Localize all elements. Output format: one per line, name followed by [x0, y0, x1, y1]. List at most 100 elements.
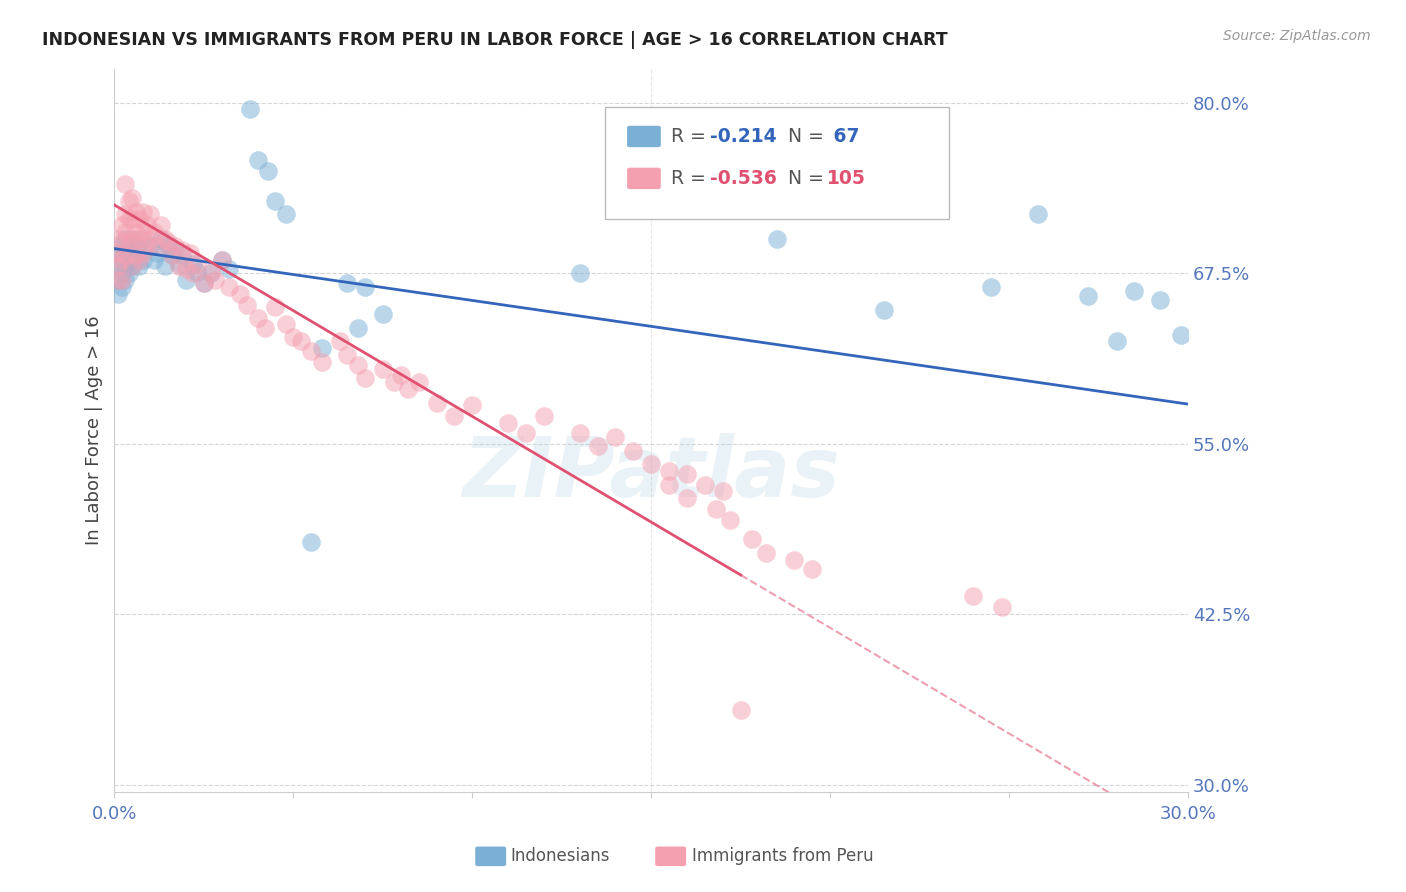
Point — [114, 273, 136, 287]
Point — [142, 225, 165, 239]
Point — [172, 248, 194, 262]
Point — [149, 219, 172, 233]
Point — [160, 248, 183, 262]
Point — [121, 211, 143, 226]
Point — [110, 239, 132, 253]
Point — [114, 232, 136, 246]
Point — [568, 425, 591, 440]
Text: ZIPatlas: ZIPatlas — [463, 433, 841, 514]
Point — [135, 219, 157, 233]
Point — [276, 317, 298, 331]
Point — [346, 358, 368, 372]
Point — [114, 245, 136, 260]
Point — [114, 260, 136, 274]
Point — [132, 225, 155, 239]
Point — [246, 311, 269, 326]
Point — [346, 320, 368, 334]
Point — [118, 194, 141, 208]
Point — [121, 245, 143, 260]
Point — [711, 484, 734, 499]
Point — [110, 219, 132, 233]
Point — [110, 280, 132, 294]
Point — [290, 334, 312, 349]
Point — [157, 239, 180, 253]
Point — [586, 439, 609, 453]
Point — [132, 204, 155, 219]
Point — [253, 320, 276, 334]
Point — [371, 361, 394, 376]
Point — [1105, 334, 1128, 349]
Text: N =: N = — [776, 169, 830, 188]
Point — [128, 211, 150, 226]
Point — [132, 245, 155, 260]
Point — [125, 252, 148, 267]
Point — [718, 513, 741, 527]
Point — [676, 467, 699, 481]
Point — [1170, 327, 1192, 342]
Point — [132, 232, 155, 246]
Point — [118, 235, 141, 249]
Point — [962, 590, 984, 604]
Point — [186, 265, 208, 279]
Point — [179, 245, 201, 260]
Point — [1077, 289, 1099, 303]
Point — [139, 232, 162, 246]
Point — [200, 266, 222, 280]
Point — [605, 430, 627, 444]
Point — [299, 535, 322, 549]
Point — [658, 477, 681, 491]
Text: N =: N = — [776, 127, 830, 146]
Point — [621, 443, 644, 458]
Point — [371, 307, 394, 321]
Point — [568, 266, 591, 280]
Text: R =: R = — [671, 127, 711, 146]
Point — [107, 273, 129, 287]
Text: 105: 105 — [827, 169, 866, 188]
Point — [107, 260, 129, 274]
Point — [174, 273, 197, 287]
Point — [167, 257, 190, 271]
Point — [443, 409, 465, 424]
Point — [755, 546, 778, 560]
Point — [125, 239, 148, 253]
Text: Indonesians: Indonesians — [510, 847, 610, 865]
Point — [132, 252, 155, 267]
Point — [181, 266, 204, 280]
Point — [246, 153, 269, 167]
Point — [633, 191, 655, 205]
Point — [257, 164, 280, 178]
Point — [135, 239, 157, 253]
Point — [336, 348, 359, 362]
Point — [408, 376, 430, 390]
Point — [311, 341, 333, 355]
Point — [128, 232, 150, 246]
Point — [107, 245, 129, 260]
Y-axis label: In Labor Force | Age > 16: In Labor Force | Age > 16 — [86, 315, 103, 545]
Point — [980, 280, 1002, 294]
Point — [218, 262, 240, 277]
Point — [139, 239, 162, 253]
Point — [676, 491, 699, 506]
Point — [121, 191, 143, 205]
Point — [354, 371, 377, 385]
Point — [1026, 207, 1049, 221]
Point — [204, 273, 226, 287]
Point — [783, 552, 806, 566]
Point — [354, 280, 377, 294]
Point — [515, 425, 537, 440]
Point — [704, 502, 727, 516]
Point — [142, 252, 165, 267]
Text: Immigrants from Peru: Immigrants from Peru — [692, 847, 873, 865]
Point — [128, 252, 150, 267]
Point — [149, 232, 172, 246]
Point — [110, 252, 132, 267]
Text: Source: ZipAtlas.com: Source: ZipAtlas.com — [1223, 29, 1371, 43]
Point — [218, 280, 240, 294]
Point — [174, 262, 197, 277]
Point — [121, 260, 143, 274]
Point — [110, 235, 132, 249]
Point — [991, 600, 1014, 615]
Point — [329, 334, 352, 349]
Text: R =: R = — [671, 169, 711, 188]
Point — [200, 265, 222, 279]
